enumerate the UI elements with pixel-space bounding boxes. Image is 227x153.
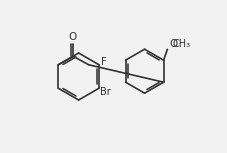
Text: O: O xyxy=(169,39,177,49)
Text: Br: Br xyxy=(100,87,111,97)
Text: CH₃: CH₃ xyxy=(173,39,191,49)
Text: F: F xyxy=(101,57,107,67)
Text: O: O xyxy=(69,32,77,42)
